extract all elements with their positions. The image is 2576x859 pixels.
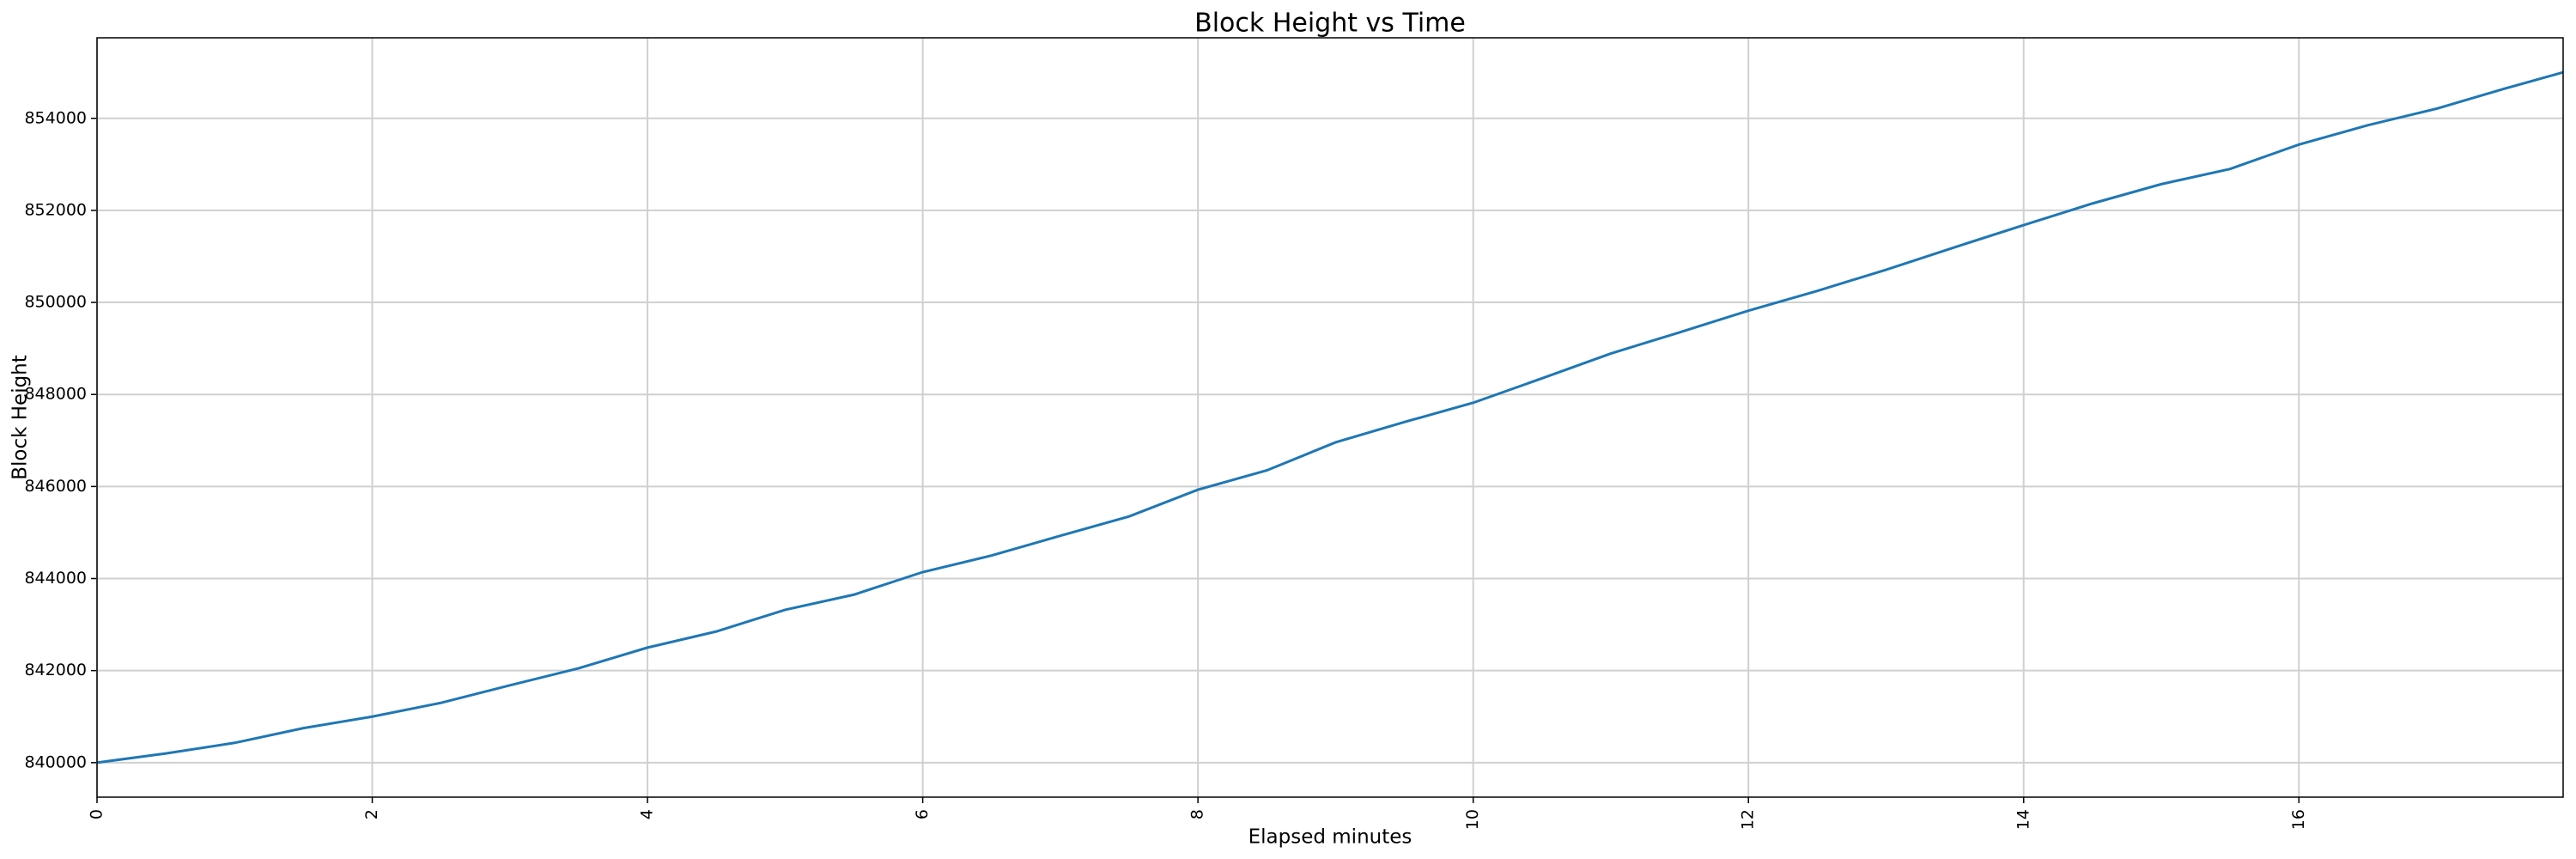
x-tick-label: 2	[362, 809, 381, 819]
axes-frame	[96, 37, 2564, 798]
chart-title: Block Height vs Time	[1194, 9, 1466, 39]
x-tick-label: 4	[638, 809, 657, 819]
y-tick-label: 846000	[24, 477, 87, 496]
y-tick-label: 842000	[24, 661, 87, 679]
y-tick-label: 854000	[24, 108, 87, 127]
data-line	[96, 70, 2564, 765]
x-axis-label: Elapsed minutes	[1249, 826, 1413, 849]
x-tick-label: 12	[1739, 809, 1758, 830]
x-tick-label: 6	[913, 809, 932, 819]
y-tick-label: 844000	[24, 569, 87, 588]
x-tick-label: 14	[2014, 809, 2032, 830]
x-tick-label: 8	[1188, 809, 1207, 819]
x-tick-label: 0	[88, 809, 106, 819]
y-tick-label: 852000	[24, 200, 87, 219]
x-tick-label: 10	[1463, 809, 1482, 830]
y-axis-label: Block Height	[9, 355, 32, 480]
y-tick-label: 848000	[24, 385, 87, 404]
y-tick-label: 850000	[24, 293, 87, 312]
x-tick-label: 16	[2289, 809, 2308, 830]
y-tick-label: 840000	[24, 752, 87, 771]
